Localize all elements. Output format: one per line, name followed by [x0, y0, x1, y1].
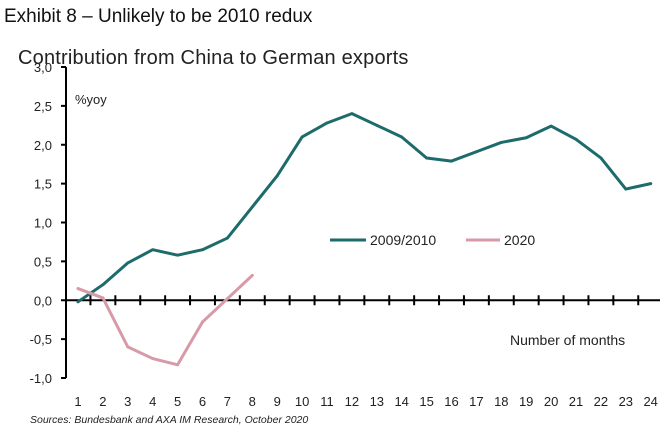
- x-tick-label: 20: [544, 394, 558, 409]
- x-tick-label: 7: [224, 394, 231, 409]
- data-point: [250, 205, 254, 209]
- legend: 2009/2010 2020: [330, 232, 535, 248]
- data-point: [400, 135, 404, 139]
- data-point: [201, 248, 204, 252]
- series-line-1: [76, 273, 254, 367]
- data-point: [350, 112, 354, 116]
- data-point: [101, 296, 105, 300]
- data-point: [599, 156, 603, 160]
- exhibit-title: Exhibit 8 – Unlikely to be 2010 redux: [4, 6, 313, 27]
- chart-title: Contribution from China to German export…: [18, 47, 409, 69]
- y-tick-label: 1,5: [34, 177, 52, 192]
- x-tick-label: 24: [643, 394, 657, 409]
- x-tick-label: 6: [199, 394, 206, 409]
- x-tick-label: 11: [320, 394, 334, 409]
- data-point: [126, 261, 130, 265]
- legend-label: 2009/2010: [370, 232, 436, 248]
- series-line-0: [76, 112, 653, 304]
- data-point: [574, 137, 578, 141]
- x-tick-label: 19: [519, 394, 533, 409]
- data-point: [151, 248, 155, 252]
- x-tick-label: 2: [99, 394, 106, 409]
- data-point: [176, 363, 180, 367]
- data-point: [176, 253, 180, 257]
- data-point: [549, 124, 553, 128]
- data-point: [325, 121, 329, 125]
- data-point: [201, 320, 204, 324]
- data-point: [76, 300, 80, 304]
- source-note: Sources: Bundesbank and AXA IM Research,…: [30, 414, 309, 426]
- x-tick-label: 5: [174, 394, 181, 409]
- y-axis-label: %yoy: [75, 92, 107, 107]
- x-axis: 1 2 3 4 5 6 7 8 9 10 11 12 13 14 15 16 17 18 19 20 21 22 23 24: [66, 295, 660, 409]
- x-tick-label: 16: [444, 394, 458, 409]
- data-point: [300, 135, 304, 139]
- x-tick-label: 3: [124, 394, 131, 409]
- y-tick-label: 0,5: [34, 254, 52, 269]
- legend-label: 2020: [504, 232, 535, 248]
- data-point: [226, 236, 229, 240]
- y-tick-label: -1,0: [30, 371, 52, 386]
- x-tick-label: 22: [594, 394, 608, 409]
- x-tick-label: 17: [469, 394, 483, 409]
- x-tick-label: 4: [149, 394, 156, 409]
- data-point: [624, 187, 628, 191]
- data-point: [101, 283, 105, 287]
- data-point: [275, 174, 279, 178]
- data-point: [151, 357, 155, 360]
- x-tick-label: 18: [494, 394, 508, 409]
- data-point: [450, 159, 453, 163]
- x-tick-label: 13: [370, 394, 384, 409]
- x-tick-label: 12: [345, 394, 359, 409]
- data-point: [76, 287, 80, 290]
- series-layer: [76, 112, 653, 367]
- y-tick-label: 0,0: [34, 293, 52, 308]
- x-tick-label: 23: [619, 394, 633, 409]
- y-tick-label: 2,0: [34, 138, 52, 153]
- y-tick-label: 1,0: [34, 216, 52, 231]
- x-tick-label: 21: [569, 394, 583, 409]
- data-point: [475, 150, 478, 154]
- y-tick-label: -0,5: [30, 332, 52, 347]
- x-tick-label: 9: [274, 394, 281, 409]
- y-tick-label: 2,5: [34, 99, 52, 114]
- data-point: [126, 345, 130, 349]
- x-tick-label: 14: [394, 394, 408, 409]
- y-axis: 3,0 2,5 2,0 1,5 1,0 0,5 0,0 -0,5 -1,0: [30, 60, 67, 386]
- x-tick-label: 10: [295, 394, 309, 409]
- data-point: [425, 156, 428, 160]
- x-tick-label: 1: [74, 394, 81, 409]
- x-axis-label: Number of months: [510, 332, 625, 348]
- data-point: [649, 182, 653, 186]
- data-point: [375, 123, 379, 127]
- data-point: [524, 136, 528, 140]
- data-point: [250, 273, 254, 277]
- data-point: [226, 297, 229, 301]
- x-tick-label: 8: [249, 394, 256, 409]
- data-point: [499, 141, 503, 144]
- x-tick-label: 15: [419, 394, 433, 409]
- y-tick-label: 3,0: [34, 60, 52, 75]
